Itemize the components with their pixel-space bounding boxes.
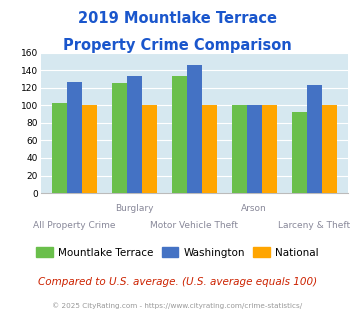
Text: Burglary: Burglary <box>115 204 154 213</box>
Text: Property Crime Comparison: Property Crime Comparison <box>63 38 292 53</box>
Bar <box>82 105 97 193</box>
Bar <box>202 105 217 193</box>
Text: Arson: Arson <box>241 204 267 213</box>
Bar <box>142 105 157 193</box>
Bar <box>127 77 142 193</box>
Text: Motor Vehicle Theft: Motor Vehicle Theft <box>151 221 238 230</box>
Bar <box>307 85 322 193</box>
Bar <box>322 105 337 193</box>
Bar <box>52 103 67 193</box>
Legend: Mountlake Terrace, Washington, National: Mountlake Terrace, Washington, National <box>32 243 323 262</box>
Bar <box>247 105 262 193</box>
Bar <box>172 77 187 193</box>
Text: © 2025 CityRating.com - https://www.cityrating.com/crime-statistics/: © 2025 CityRating.com - https://www.city… <box>53 302 302 309</box>
Text: Compared to U.S. average. (U.S. average equals 100): Compared to U.S. average. (U.S. average … <box>38 277 317 287</box>
Text: All Property Crime: All Property Crime <box>33 221 116 230</box>
Bar <box>67 82 82 193</box>
Text: 2019 Mountlake Terrace: 2019 Mountlake Terrace <box>78 11 277 25</box>
Bar <box>292 112 307 193</box>
Bar <box>112 82 127 193</box>
Text: Larceny & Theft: Larceny & Theft <box>278 221 350 230</box>
Bar <box>262 105 277 193</box>
Bar <box>187 65 202 193</box>
Bar <box>232 105 247 193</box>
